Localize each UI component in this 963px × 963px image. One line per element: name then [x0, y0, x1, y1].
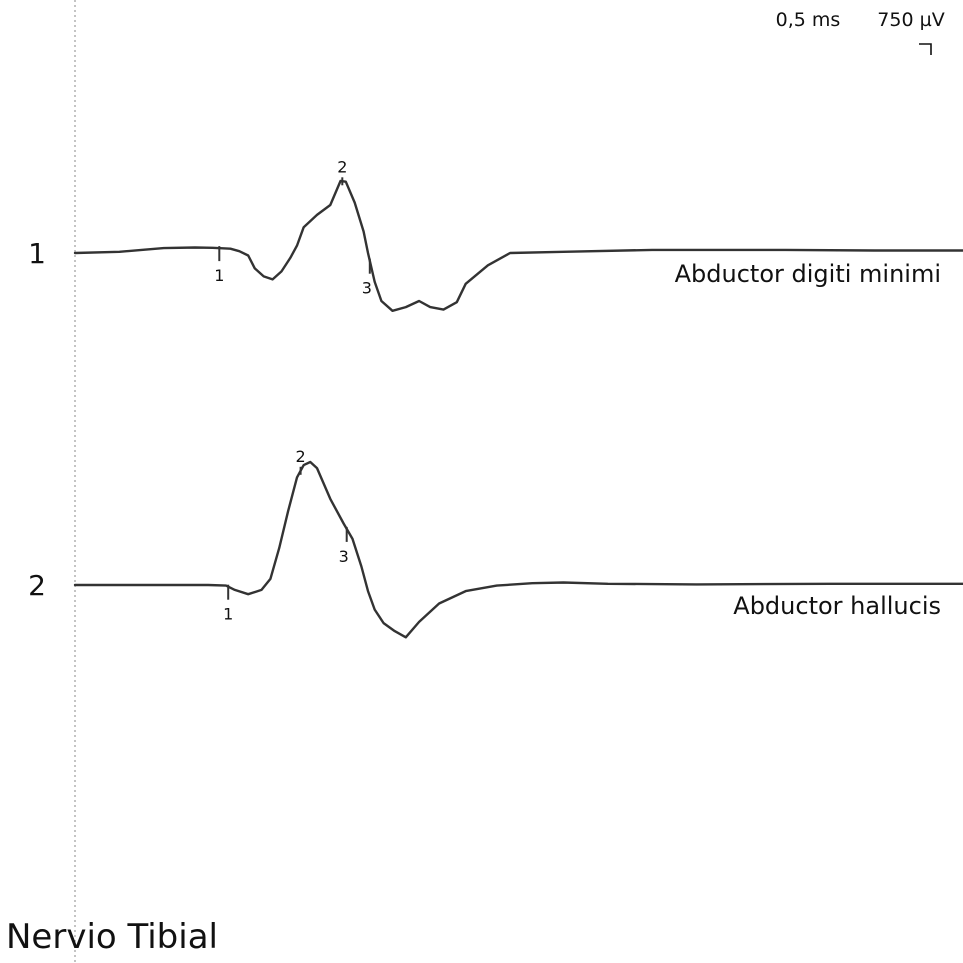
nerve-title: Nervio Tibial	[6, 917, 218, 957]
trace-waveform	[73, 179, 963, 312]
muscle-label: Abductor hallucis	[733, 592, 941, 620]
marker-label: 1	[214, 266, 224, 285]
amplitude-scale-label: 750 µV	[877, 9, 944, 31]
marker-label: 3	[339, 547, 349, 566]
trace-number: 1	[28, 237, 46, 270]
marker-label: 3	[362, 279, 372, 298]
traces-group: 1 Abductor digiti minimi 1 2 3 2 Abductor hall…	[28, 157, 963, 639]
muscle-label: Abductor digiti minimi	[675, 260, 941, 288]
calibration-bracket-icon	[919, 43, 932, 55]
trace-waveform	[73, 460, 963, 639]
marker-label: 2	[296, 447, 306, 466]
marker-label: 1	[223, 605, 233, 624]
time-scale-label: 0,5 ms	[776, 9, 841, 31]
trace-number: 2	[28, 569, 46, 602]
marker-label: 2	[337, 157, 347, 176]
